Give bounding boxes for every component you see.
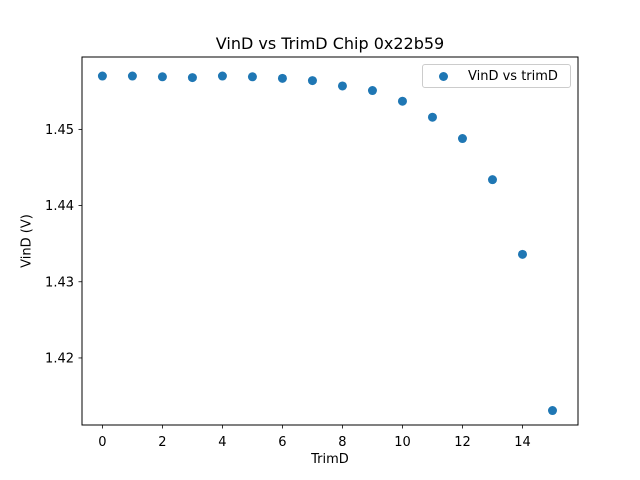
scatter-point: [157, 72, 167, 82]
x-tick-label: 14: [514, 435, 531, 450]
scatter-point: [487, 175, 497, 185]
legend-marker-icon: [439, 71, 448, 81]
x-tick-label: 8: [338, 435, 346, 450]
scatter-point: [397, 96, 407, 106]
x-tick-label: 6: [278, 435, 286, 450]
x-axis-label: TrimD: [311, 452, 349, 467]
x-tick-label: 2: [158, 435, 166, 450]
scatter-point: [217, 71, 227, 81]
scatter-point: [307, 76, 317, 86]
scatter-point: [127, 71, 137, 81]
y-tick-label: 1.45: [45, 123, 74, 138]
x-tick-label: 0: [98, 435, 106, 450]
legend: VinD vs trimD: [422, 64, 571, 88]
scatter-point: [97, 71, 107, 81]
axes-frame: [81, 56, 579, 426]
scatter-point: [247, 72, 257, 82]
scatter-point: [367, 86, 377, 96]
x-tick-label: 12: [454, 435, 471, 450]
scatter-point: [337, 81, 347, 91]
scatter-point: [547, 406, 557, 416]
y-tick-label: 1.42: [45, 351, 74, 366]
scatter-point: [457, 134, 467, 144]
legend-label: VinD vs trimD: [468, 68, 558, 84]
scatter-point: [517, 249, 527, 259]
scatter-point: [277, 73, 287, 83]
x-tick-label: 4: [218, 435, 226, 450]
scatter-point: [187, 73, 197, 83]
y-tick-label: 1.43: [45, 275, 74, 290]
chart-title: VinD vs TrimD Chip 0x22b59: [215, 34, 445, 53]
y-axis-label: VinD (V): [19, 214, 35, 268]
y-tick-label: 1.44: [45, 199, 74, 214]
scatter-point: [427, 112, 437, 122]
x-tick-label: 10: [394, 435, 411, 450]
